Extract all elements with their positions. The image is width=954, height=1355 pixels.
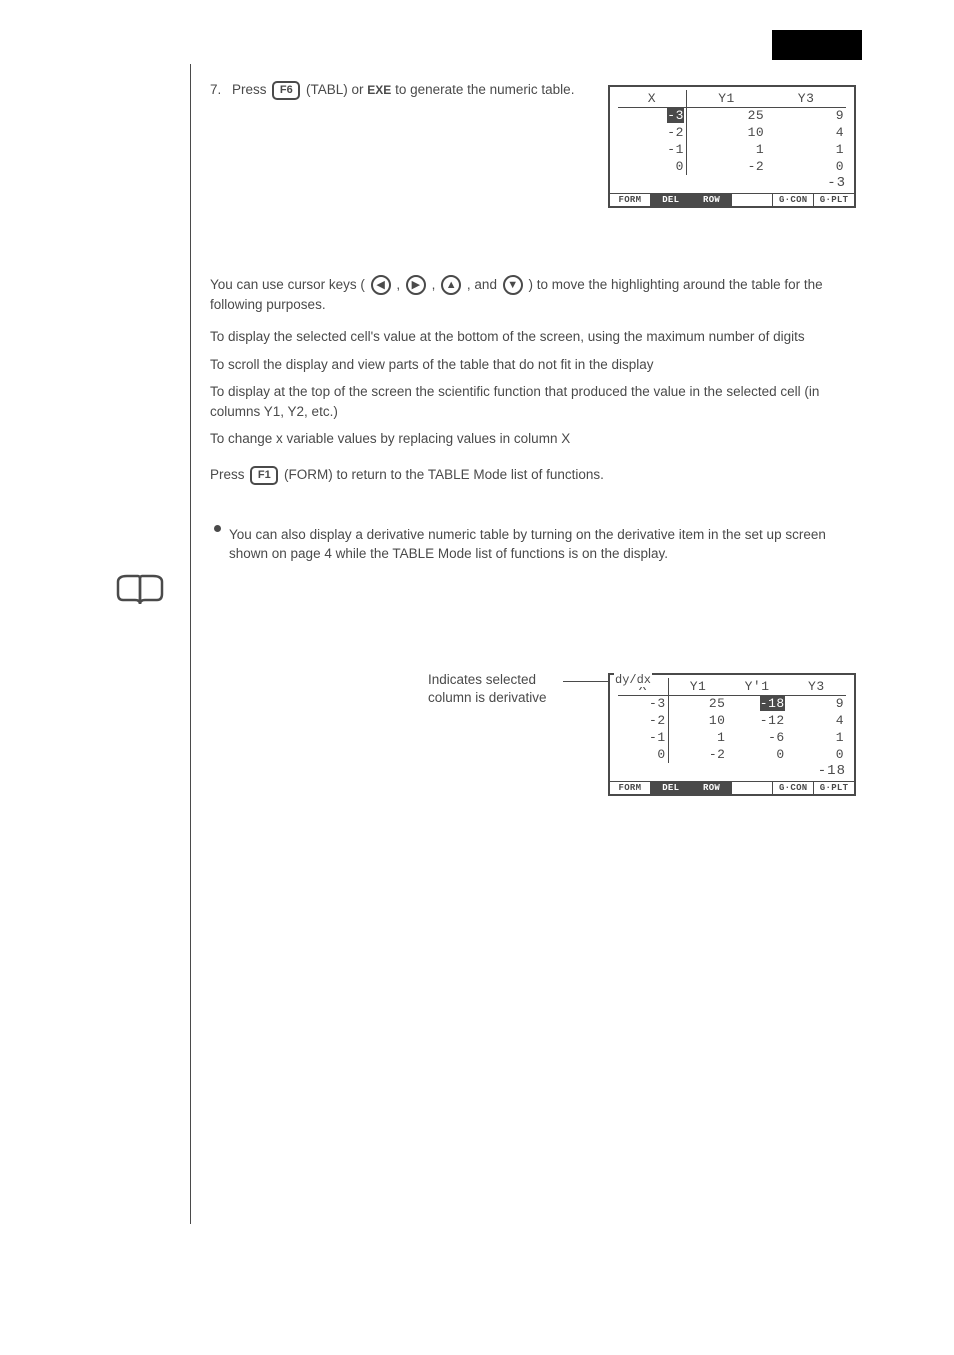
arrow-up-key: ▲: [441, 275, 461, 295]
note-bullet-row: You can also display a derivative numeri…: [210, 525, 850, 564]
cell: -2: [668, 746, 727, 763]
key-exe: EXE: [367, 83, 391, 97]
text: To change x variable values by replacing…: [210, 431, 570, 446]
cell: 9: [787, 695, 846, 712]
cell-x: 0: [618, 746, 668, 763]
cell: 4: [787, 712, 846, 729]
leader-line: [563, 681, 613, 682]
text: Press: [232, 82, 270, 97]
arrow-left-key: ◀: [371, 275, 391, 295]
cell: 0: [787, 746, 846, 763]
cell: 0: [727, 746, 786, 763]
step-number: 7.: [210, 80, 232, 100]
text: To display at the top of the screen the …: [210, 384, 819, 419]
softkey: G·PLT: [814, 782, 854, 794]
key-f6: F6: [272, 81, 300, 100]
text: (FORM) to return to the TABLE Mode list …: [284, 467, 604, 482]
calc-table-2: X Y1 Y'1 Y3 -3 25 -18 9 -2 10 -12 4: [618, 678, 846, 763]
arrow-down-key: ▼: [503, 275, 523, 295]
list-item: To display the selected cell's value at …: [210, 327, 850, 347]
text: ,: [432, 277, 440, 292]
book-icon: [115, 570, 165, 615]
bullet-icon: [214, 525, 221, 532]
step-7: 7. Press F6 (TABL) or EXE to generate th…: [210, 80, 590, 100]
body-column: 7. Press F6 (TABL) or EXE to generate th…: [210, 80, 850, 564]
text: , and: [467, 277, 501, 292]
col-head: Y1: [668, 678, 727, 695]
list-item: To change x variable values by replacing…: [210, 429, 850, 449]
cell: 1: [668, 729, 727, 746]
cell: 25: [668, 695, 727, 712]
text: ,: [396, 277, 404, 292]
col-head: Y'1: [727, 678, 786, 695]
text: You can use cursor keys (: [210, 277, 365, 292]
page: X Y1 Y3 -3 25 9 -2 10 4 -1 1 1: [0, 0, 954, 1355]
calc-screen-2: dy/dx X Y1 Y'1 Y3 -3 25 -18 9 -2 1: [608, 673, 856, 796]
cell: 1: [787, 729, 846, 746]
softkey-row: FORM DEL ROW G·CON G·PLT: [610, 781, 854, 794]
list-item: To scroll the display and view parts of …: [210, 355, 850, 375]
purpose-list: To display the selected cell's value at …: [210, 327, 850, 449]
leader-label-line1: Indicates selected: [428, 672, 536, 687]
cursor-paragraph: You can use cursor keys ( ◀ , ▶ , ▲ , an…: [210, 275, 850, 315]
cell: -18: [760, 696, 785, 711]
cell: -6: [727, 729, 786, 746]
margin-rule: [190, 64, 191, 1224]
softkey: DEL: [651, 782, 692, 794]
status-value: -18: [610, 763, 854, 781]
list-item: To display at the top of the screen the …: [210, 382, 850, 421]
softkey: ROW: [692, 782, 733, 794]
softkey: G·CON: [773, 782, 814, 794]
leader-label-line2: column is derivative: [428, 690, 547, 705]
text: To display the selected cell's value at …: [210, 329, 805, 344]
text: (TABL) or: [306, 82, 367, 97]
text: To scroll the display and view parts of …: [210, 357, 654, 372]
softkey: [732, 782, 773, 794]
text: Press: [210, 467, 248, 482]
cell: -12: [727, 712, 786, 729]
arrow-right-key: ▶: [406, 275, 426, 295]
press-form-paragraph: Press F1 (FORM) to return to the TABLE M…: [210, 465, 850, 485]
function-type: dy/dx: [614, 673, 652, 687]
col-head: Y3: [787, 678, 846, 695]
key-f1: F1: [250, 466, 278, 485]
cell: 10: [668, 712, 727, 729]
note-text: You can also display a derivative numeri…: [229, 525, 850, 564]
side-tab: [772, 30, 862, 60]
cell-x: -3: [618, 695, 668, 712]
softkey: FORM: [610, 782, 651, 794]
cell-x: -1: [618, 729, 668, 746]
text: to generate the numeric table.: [395, 82, 574, 97]
cell-x: -2: [618, 712, 668, 729]
step-7-text: Press F6 (TABL) or EXE to generate the n…: [232, 80, 590, 100]
